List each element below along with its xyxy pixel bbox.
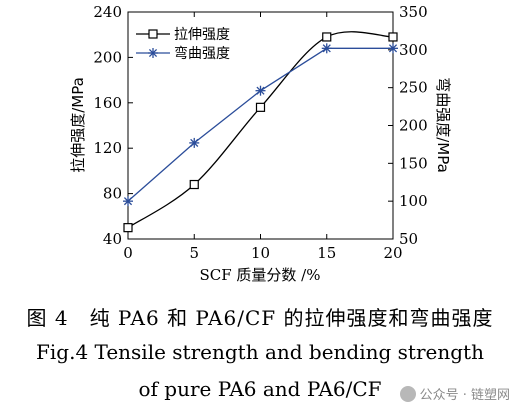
x-tick-label: 15 [317, 244, 336, 262]
x-tick-label: 0 [123, 244, 133, 262]
legend-label: 拉伸强度 [174, 27, 230, 43]
y-left-tick-label: 240 [93, 3, 122, 21]
y-left-tick-label: 200 [93, 48, 122, 66]
tensile-point [388, 32, 398, 42]
y-right-tick-label: 50 [399, 230, 418, 248]
tensile-point [123, 223, 133, 233]
y-right-tick-label: 350 [399, 3, 428, 21]
y-right-tick-label: 200 [399, 117, 428, 135]
figure-caption-english-line2: of pure PA6 and PA6/CF [138, 377, 382, 401]
x-axis-label: SCF 质量分数 /% [199, 266, 320, 284]
chart-svg: 0 5 10 15 20 40 80 120 160 200 240 50 100 150 200 250… [69, 3, 452, 284]
bending-point [255, 85, 266, 96]
y-axis-left: 40 80 120 160 200 240 [93, 3, 133, 248]
y-axis-right: 50 100 150 200 250 300 350 [388, 3, 428, 248]
watermark: 公众号 · 链塑网 [399, 384, 510, 403]
y-left-tick-label: 160 [93, 94, 122, 112]
figure-caption-english-line1: Fig.4 Tensile strength and bending stren… [36, 340, 484, 364]
tensile-point [255, 102, 266, 112]
legend-marker [148, 29, 158, 39]
x-tick-label: 20 [383, 244, 402, 262]
bending-point [189, 137, 200, 148]
y-right-tick-label: 100 [399, 192, 428, 210]
y-axis-right-label: 弯曲强度/MPa [434, 77, 452, 173]
bending-point [321, 43, 332, 54]
x-tick-label: 5 [189, 244, 199, 262]
y-right-tick-label: 150 [399, 154, 428, 172]
x-tick-label: 10 [251, 244, 270, 262]
y-left-tick-label: 40 [103, 230, 122, 248]
watermark-text: 公众号 · 链塑网 [419, 388, 510, 403]
y-axis-left-label: 拉伸强度/MPa [69, 77, 87, 173]
series-layer [123, 31, 398, 233]
figure-caption-chinese: 图 4 纯 PA6 和 PA6/CF 的拉伸强度和弯曲强度 [26, 306, 494, 330]
series-line-tensile [127, 31, 394, 229]
tensile-point [322, 32, 332, 42]
x-axis: 0 5 10 15 20 [123, 12, 403, 262]
y-right-tick-label: 300 [399, 41, 428, 59]
tensile-point [189, 179, 199, 190]
series-line-bending [127, 47, 393, 202]
bending-point [123, 196, 133, 207]
y-left-tick-label: 120 [93, 139, 122, 157]
y-left-tick-label: 80 [103, 185, 122, 203]
legend-marker [148, 48, 158, 58]
wechat-icon [399, 386, 416, 402]
legend-label: 弯曲强度 [174, 45, 230, 62]
plot-frame [127, 11, 394, 240]
y-right-tick-label: 250 [399, 79, 428, 97]
bending-point [388, 43, 398, 54]
